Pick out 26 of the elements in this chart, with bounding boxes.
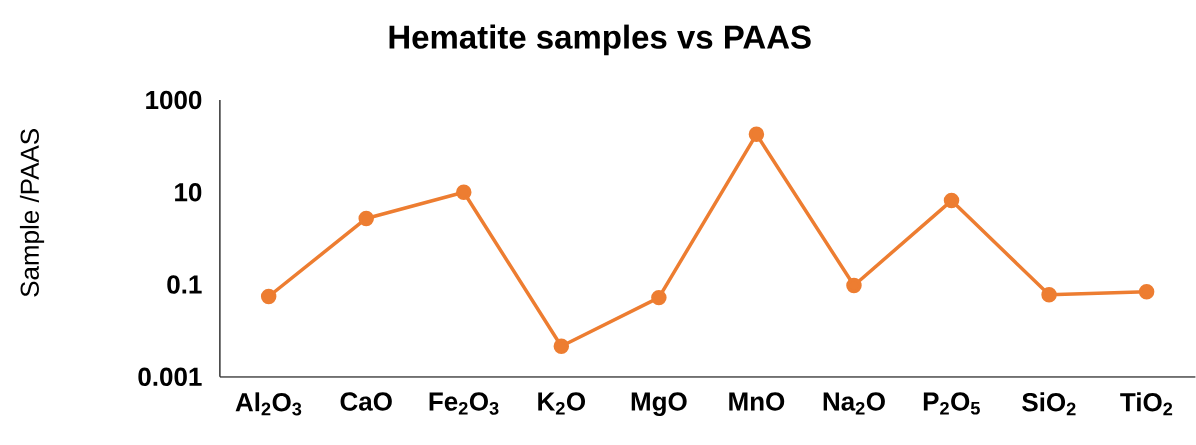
x-tick-label: K$_{2}$O [538, 392, 586, 415]
x-tick-label: MnO [729, 392, 785, 411]
y-tick-label: 0.001 [138, 367, 202, 387]
y-tick-label: 0.1 [167, 275, 202, 294]
point [651, 289, 667, 306]
y-tick-label: 1000 [146, 90, 202, 110]
y-tick-label: 10 [175, 183, 202, 202]
point [260, 288, 277, 305]
point [943, 192, 960, 209]
point [553, 338, 570, 355]
point [358, 210, 374, 227]
x-tick-label: Al$_{2}$O$_{3}$ [235, 392, 302, 416]
point [1138, 284, 1155, 300]
point [1041, 287, 1057, 303]
x-tick-label: P$_{2}$O$_{5}$ [923, 392, 980, 415]
point [456, 184, 472, 201]
x-tick-label: Na$_{2}$O [823, 392, 885, 415]
x-tick-label: MgO [631, 392, 687, 417]
point [748, 126, 765, 143]
x-tick-label: TiO$_{2}$ [1120, 392, 1173, 416]
y-axis-title: Sample /PAAS [19, 129, 45, 297]
x-tick-label: CaO [340, 392, 392, 411]
chart-title: Hematite samples vs PAAS [389, 24, 811, 56]
x-tick-label: SiO$_{2}$ [1022, 392, 1076, 416]
x-tick-label: Fe$_{2}$O$_{3}$ [429, 392, 499, 415]
point [846, 277, 862, 294]
